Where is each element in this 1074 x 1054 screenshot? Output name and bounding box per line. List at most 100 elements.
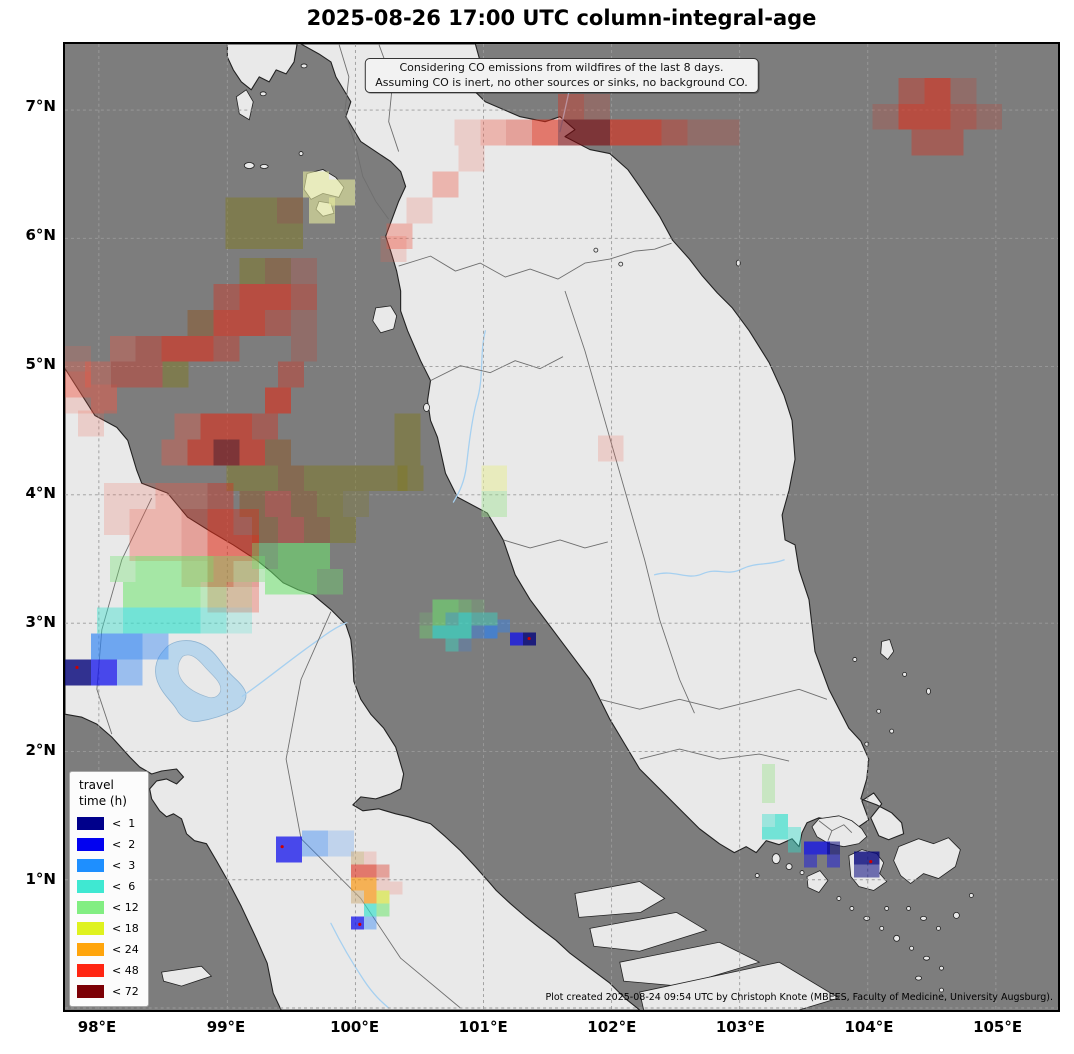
heat-cell	[853, 864, 867, 878]
legend-swatch	[77, 922, 104, 935]
tiny-island	[298, 151, 304, 156]
annotation-line2: Assuming CO is inert, no other sources o…	[375, 75, 748, 89]
heat-cell	[976, 103, 1003, 130]
heat-cell	[304, 465, 330, 492]
heat-cell	[661, 119, 688, 146]
legend-item: < 24	[77, 943, 139, 956]
heat-cell	[110, 361, 137, 388]
heat-cell	[277, 223, 304, 250]
heat-cell	[432, 599, 446, 613]
tiny-island	[771, 853, 781, 865]
heat-cell	[583, 119, 610, 146]
legend-swatch	[77, 880, 104, 893]
heat-cell	[804, 854, 817, 868]
heat-cell	[96, 607, 123, 634]
heat-cell	[291, 284, 317, 310]
x-tick-label: 104°E	[844, 1018, 894, 1036]
legend-swatch	[77, 838, 104, 851]
heat-cell	[445, 638, 459, 652]
bintan-island	[893, 837, 961, 885]
fire-dot	[75, 665, 79, 670]
y-tick-label: 6°N	[25, 226, 57, 245]
heat-cell	[239, 309, 266, 336]
legend-item: < 18	[77, 922, 139, 935]
heat-cell	[309, 197, 335, 224]
fire-dot	[358, 922, 362, 926]
heat-cell	[342, 491, 369, 518]
heat-cell	[687, 119, 714, 146]
heat-cell	[866, 864, 880, 878]
riau-island-2	[589, 911, 708, 952]
tiny-island	[889, 728, 895, 734]
heat-cell	[303, 171, 329, 198]
heat-cell	[116, 633, 143, 660]
heat-cell	[207, 483, 234, 510]
heat-cell	[788, 839, 802, 853]
heat-cell	[90, 387, 117, 414]
heat-cell	[816, 841, 830, 855]
heat-cell	[213, 439, 240, 466]
x-tick-label: 103°E	[715, 1018, 765, 1036]
x-tick-label: 99°E	[206, 1018, 246, 1036]
small-islets	[118, 63, 974, 993]
heat-cell	[162, 361, 189, 388]
heat-cell	[558, 93, 584, 120]
heat-cell	[458, 612, 472, 626]
fire-dot	[280, 845, 284, 849]
heat-cell	[187, 309, 214, 336]
heat-cell	[389, 881, 403, 895]
heat-cell	[635, 119, 662, 146]
credit-text: Plot created 2025-08-24 09:54 UTC by Chr…	[545, 992, 1054, 1003]
heat-cell	[122, 581, 149, 608]
heat-cell	[103, 483, 130, 510]
heat-cell	[265, 491, 292, 518]
heat-cell	[327, 830, 354, 857]
heat-cell	[458, 625, 472, 639]
heat-cell	[583, 93, 610, 120]
heat-cell	[432, 612, 446, 626]
heat-cell	[84, 361, 111, 388]
heat-cell	[291, 491, 317, 518]
tiny-island	[915, 975, 922, 981]
legend-title-line2: time (h)	[79, 793, 127, 808]
heat-cell	[866, 851, 880, 865]
heat-cell	[142, 633, 169, 660]
heat-cell	[826, 854, 840, 868]
heat-cell	[302, 830, 328, 857]
heat-cell	[363, 903, 377, 917]
legend-item: < 1	[77, 817, 139, 830]
heat-cell	[200, 581, 227, 608]
tiny-island	[300, 63, 308, 69]
legend-items: < 1 < 2 < 3 < 6 < 12 < 18 < 24 < 48 < 72	[77, 817, 139, 998]
y-tick-label: 1°N	[25, 870, 57, 889]
heat-cell	[252, 465, 279, 492]
legend-item: < 3	[77, 859, 139, 872]
heat-cell	[181, 483, 208, 510]
heat-cell	[148, 581, 175, 608]
heat-cell	[251, 197, 278, 224]
tiny-island	[939, 965, 944, 971]
tiny-island	[953, 912, 960, 919]
tiny-island	[593, 247, 599, 253]
heat-cell	[213, 555, 240, 582]
heat-cell	[350, 851, 364, 865]
tiny-island	[923, 955, 930, 961]
tiny-island	[799, 870, 805, 875]
legend-swatch	[77, 943, 104, 956]
heat-cell	[898, 103, 925, 130]
heat-cell	[161, 439, 188, 466]
heat-cell	[65, 659, 91, 686]
heat-cell	[135, 555, 162, 582]
heat-cell	[265, 258, 292, 285]
tiny-island	[906, 906, 911, 911]
heat-cell	[853, 851, 867, 865]
legend-item: < 2	[77, 838, 139, 851]
heat-cell	[265, 568, 292, 595]
heat-cell	[394, 413, 421, 440]
heat-cell	[454, 119, 481, 146]
legend-label: < 72	[112, 985, 139, 998]
heat-cell	[278, 542, 305, 569]
heat-cell	[161, 335, 188, 362]
heat-cell	[265, 439, 292, 466]
thailand-malaysia-border	[398, 242, 672, 280]
